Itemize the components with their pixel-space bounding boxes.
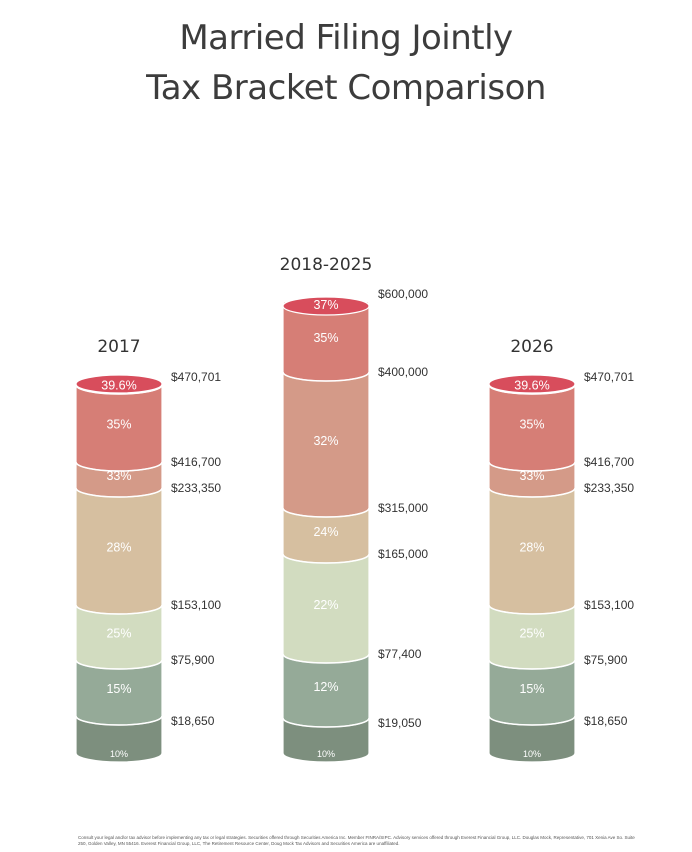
threshold-label: $400,000 — [378, 365, 428, 379]
column-label: 2026 — [510, 337, 553, 357]
cylinder-top-cap — [282, 296, 370, 316]
threshold-label: $75,900 — [584, 653, 628, 667]
threshold-label: $233,350 — [584, 481, 634, 495]
threshold-label: $470,701 — [584, 370, 634, 384]
disclaimer-text: Consult your legal and/or tax advisor be… — [78, 835, 635, 846]
threshold-label: $18,650 — [584, 714, 628, 728]
segment-divider — [488, 487, 576, 498]
rate-label: 22% — [313, 598, 338, 612]
segment-divider — [75, 604, 163, 615]
rate-label: 24% — [313, 525, 338, 539]
segment-divider — [75, 487, 163, 498]
rate-label: 25% — [519, 627, 544, 641]
rate-label: 39.6% — [514, 379, 549, 393]
threshold-label: $470,701 — [171, 370, 221, 384]
rate-label: 15% — [106, 682, 131, 696]
column-2018-2025: 2018-2025 10% 12% 22% 24% 32% 35% 37% $19,050 $77… — [280, 255, 428, 763]
threshold-label: $315,000 — [378, 501, 428, 515]
column-label: 2018-2025 — [280, 255, 373, 275]
rate-label: 37% — [313, 298, 338, 312]
bracket-segment — [282, 717, 370, 763]
threshold-label: $600,000 — [378, 287, 428, 301]
threshold-label: $165,000 — [378, 547, 428, 561]
segment-divider — [282, 653, 370, 664]
rate-label: 28% — [106, 541, 131, 555]
rate-label: 32% — [313, 434, 338, 448]
threshold-label: $416,700 — [171, 455, 221, 469]
segment-divider — [282, 717, 370, 728]
threshold-label: $18,650 — [171, 714, 215, 728]
segment-divider — [75, 461, 163, 472]
column-2017: 2017 10% 15% 25% 28% 33% 35% 39.6% $18,650 $75,90… — [75, 337, 221, 763]
threshold-label: $153,100 — [584, 598, 634, 612]
segment-divider — [488, 659, 576, 670]
cylinder-top-cap — [488, 374, 576, 394]
rate-label: 10% — [110, 749, 128, 759]
cylinder-top-cap — [75, 374, 163, 394]
rate-label: 33% — [106, 469, 131, 483]
tax-bracket-chart: 2017 10% 15% 25% 28% 33% 35% 39.6% $18,650 $75,90… — [75, 255, 634, 763]
threshold-label: $153,100 — [171, 598, 221, 612]
segment-divider — [488, 461, 576, 472]
threshold-label: $19,050 — [378, 716, 422, 730]
rate-label: 35% — [313, 331, 338, 345]
segment-divider — [488, 715, 576, 726]
rate-label: 25% — [106, 627, 131, 641]
rate-label: 33% — [519, 469, 544, 483]
page-title-line-2: Tax Bracket Comparison — [146, 68, 546, 108]
rate-label: 15% — [519, 682, 544, 696]
bracket-segment — [75, 715, 163, 763]
threshold-label: $233,350 — [171, 481, 221, 495]
rate-label: 28% — [519, 541, 544, 555]
bracket-segment — [488, 715, 576, 763]
rate-label: 35% — [106, 418, 131, 432]
column-2026: 2026 10% 15% 25% 28% 33% 35% 39.6% $18,650 $75,90… — [488, 337, 634, 763]
threshold-label: $416,700 — [584, 455, 634, 469]
segment-divider — [282, 507, 370, 518]
segment-divider — [75, 384, 163, 395]
column-label: 2017 — [97, 337, 140, 357]
rate-label: 10% — [317, 749, 335, 759]
segment-divider — [75, 659, 163, 670]
rate-label: 35% — [519, 418, 544, 432]
segment-divider — [488, 384, 576, 395]
rate-label: 39.6% — [101, 379, 136, 393]
rate-label: 12% — [313, 680, 338, 694]
segment-divider — [75, 715, 163, 726]
page-title-line-1: Married Filing Jointly — [179, 18, 513, 58]
rate-label: 10% — [523, 749, 541, 759]
segment-divider — [282, 371, 370, 382]
segment-divider — [488, 604, 576, 615]
threshold-label: $75,900 — [171, 653, 215, 667]
segment-divider — [282, 553, 370, 564]
threshold-label: $77,400 — [378, 647, 422, 661]
